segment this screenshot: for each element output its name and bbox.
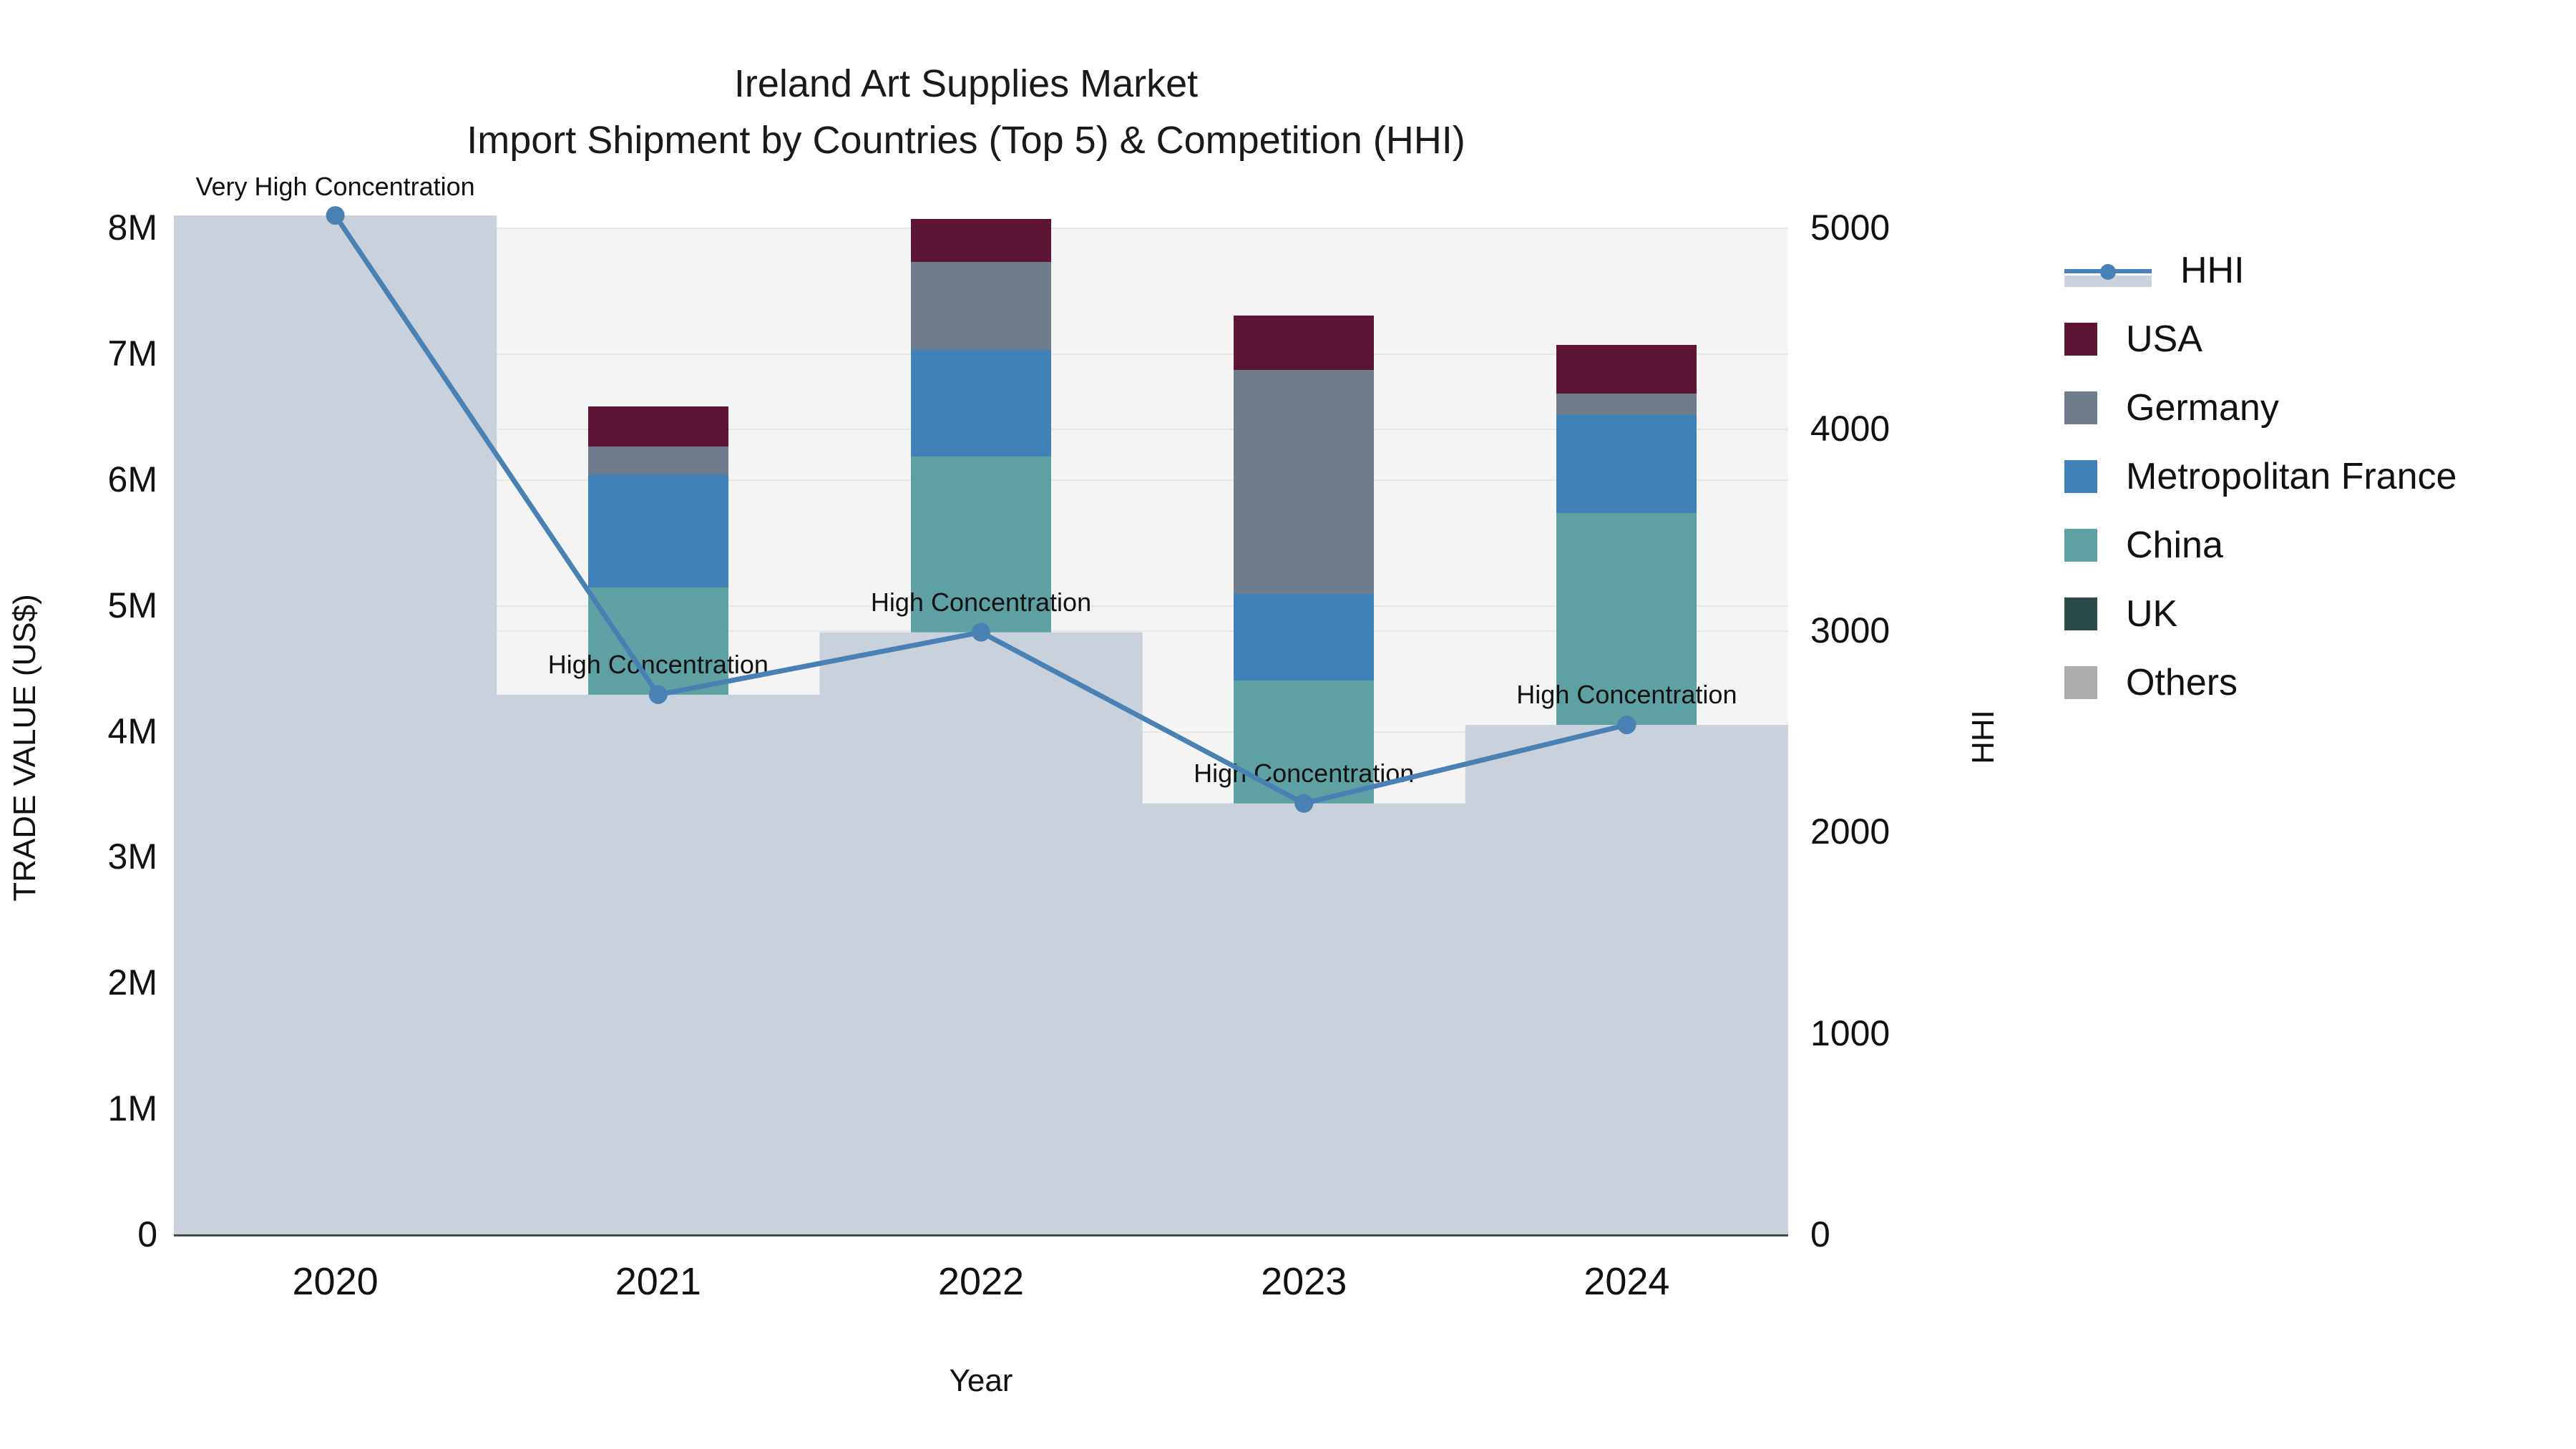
bar-segment-metropolitan-france[interactable] bbox=[911, 349, 1051, 457]
y-tick-left: 8M bbox=[107, 208, 157, 248]
legend-area-band bbox=[2064, 275, 2152, 287]
y-tick-left: 2M bbox=[107, 962, 157, 1003]
hhi-overlay bbox=[174, 215, 1788, 1235]
legend-label: Others bbox=[2126, 662, 2238, 703]
legend-label: USA bbox=[2126, 318, 2202, 360]
y-tick-right: 2000 bbox=[1810, 811, 1890, 852]
chart-title-line1: Ireland Art Supplies Market bbox=[733, 62, 1199, 105]
y-tick-left: 4M bbox=[107, 711, 157, 751]
legend-item-germany[interactable]: Germany bbox=[2064, 374, 2457, 442]
legend-swatch bbox=[2064, 597, 2097, 630]
hhi-line bbox=[333, 214, 1628, 806]
legend-label: HHI bbox=[2180, 250, 2245, 291]
annotation-2020: Very High Concentration bbox=[195, 172, 475, 202]
legend-label: China bbox=[2126, 525, 2223, 566]
x-axis-label: Year bbox=[949, 1363, 1013, 1398]
chart-legend: HHI USA Germany Metropolitan France China UK O… bbox=[2064, 236, 2457, 717]
legend-item-hhi[interactable]: HHI bbox=[2064, 236, 2457, 305]
annotation-2021: High Concentration bbox=[547, 649, 769, 679]
legend-swatch bbox=[2064, 666, 2097, 699]
hhi-area bbox=[174, 215, 1788, 1235]
hhi-point-2020[interactable] bbox=[326, 206, 345, 225]
hhi-point-2024[interactable] bbox=[1617, 716, 1636, 735]
legend-item-others[interactable]: Others bbox=[2064, 648, 2457, 717]
bar-segment-metropolitan-france[interactable] bbox=[1556, 415, 1697, 514]
legend-line-marker bbox=[2064, 254, 2152, 287]
bar-segment-metropolitan-france[interactable] bbox=[1234, 593, 1375, 681]
y-tick-right: 3000 bbox=[1810, 610, 1890, 650]
legend-label: UK bbox=[2126, 593, 2178, 635]
legend-label: Metropolitan France bbox=[2126, 456, 2457, 497]
y-tick-right: 5000 bbox=[1810, 208, 1890, 248]
bar-segment-germany[interactable] bbox=[1234, 369, 1375, 594]
bar-segment-usa[interactable] bbox=[587, 406, 728, 447]
x-tick-2023: 2023 bbox=[1261, 1260, 1347, 1303]
x-tick-2021: 2021 bbox=[615, 1260, 701, 1303]
bar-segment-germany[interactable] bbox=[911, 261, 1051, 350]
legend-dot bbox=[2100, 264, 2116, 280]
y-tick-left: 5M bbox=[107, 585, 157, 625]
hhi-line-layer bbox=[326, 206, 1636, 813]
y-tick-left: 0 bbox=[137, 1214, 157, 1254]
hhi-point-2022[interactable] bbox=[972, 623, 990, 642]
y-tick-right: 4000 bbox=[1810, 409, 1890, 449]
legend-item-metropolitan-france[interactable]: Metropolitan France bbox=[2064, 442, 2457, 511]
y-tick-left: 3M bbox=[107, 836, 157, 877]
y-tick-left: 1M bbox=[107, 1088, 157, 1129]
y-tick-left: 6M bbox=[107, 459, 157, 499]
legend-swatch bbox=[2064, 391, 2097, 424]
legend-swatch bbox=[2064, 323, 2097, 356]
x-tick-2024: 2024 bbox=[1584, 1260, 1670, 1303]
legend-label: Germany bbox=[2126, 387, 2279, 429]
legend-swatch bbox=[2064, 460, 2097, 493]
hhi-point-2021[interactable] bbox=[648, 685, 668, 704]
y-tick-right: 1000 bbox=[1810, 1013, 1890, 1053]
legend-item-china[interactable]: China bbox=[2064, 511, 2457, 580]
bar-segment-usa[interactable] bbox=[1234, 316, 1375, 370]
y-tick-right: 0 bbox=[1810, 1214, 1830, 1254]
chart-title-line2: Import Shipment by Countries (Top 5) & C… bbox=[467, 118, 1465, 162]
annotation-2024: High Concentration bbox=[1516, 680, 1737, 710]
bar-segment-germany[interactable] bbox=[1556, 394, 1697, 416]
x-tick-2020: 2020 bbox=[292, 1260, 379, 1303]
legend-swatch bbox=[2064, 529, 2097, 562]
hhi-point-2023[interactable] bbox=[1294, 794, 1314, 813]
x-axis-line bbox=[174, 1234, 1788, 1236]
bar-segment-metropolitan-france[interactable] bbox=[587, 474, 728, 587]
bar-segment-germany[interactable] bbox=[587, 447, 728, 474]
legend-item-usa[interactable]: USA bbox=[2064, 305, 2457, 374]
bar-segment-usa[interactable] bbox=[911, 218, 1051, 262]
y-axis-left-label: TRADE VALUE (US$) bbox=[7, 594, 42, 902]
y-axis-right-label: HHI bbox=[1966, 710, 2001, 764]
legend-item-uk[interactable]: UK bbox=[2064, 580, 2457, 648]
annotation-2022: High Concentration bbox=[870, 587, 1092, 617]
bar-segment-usa[interactable] bbox=[1556, 344, 1697, 394]
y-tick-left: 7M bbox=[107, 333, 157, 374]
x-tick-2022: 2022 bbox=[937, 1260, 1025, 1303]
chart-title: Ireland Art Supplies Market Import Shipm… bbox=[0, 56, 1932, 169]
